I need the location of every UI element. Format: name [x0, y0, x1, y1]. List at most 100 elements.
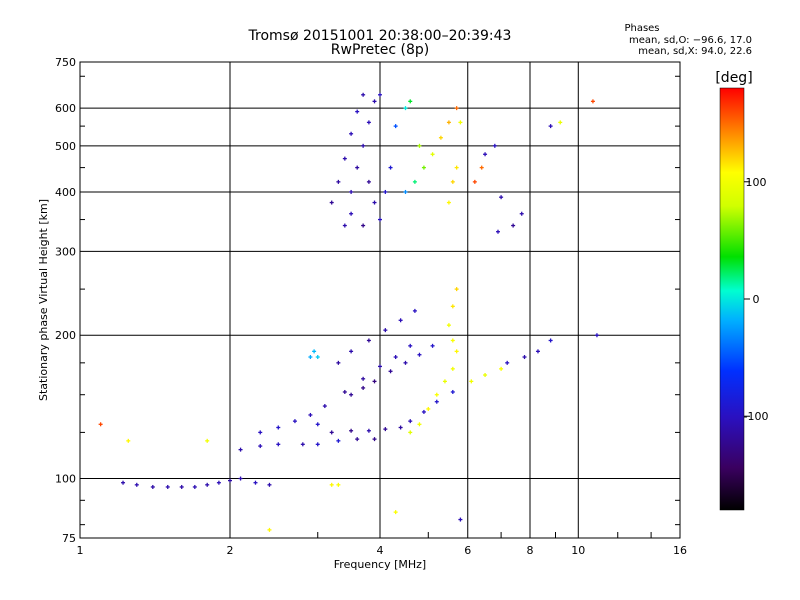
data-point: [267, 527, 272, 532]
data-point: [329, 430, 334, 435]
y-tick-label: 200: [55, 329, 76, 342]
y-tick-label: 300: [55, 245, 76, 258]
x-axis-label: Frequency [MHz]: [334, 558, 426, 571]
data-point: [205, 438, 210, 443]
data-point: [329, 482, 334, 487]
data-point: [408, 99, 413, 104]
data-point: [366, 338, 371, 343]
data-point: [519, 211, 524, 216]
y-tick-label: 750: [55, 56, 76, 69]
data-point: [378, 92, 382, 97]
data-point: [511, 223, 516, 228]
data-point: [450, 304, 455, 309]
y-tick-label: 75: [62, 532, 76, 545]
data-point: [126, 438, 131, 443]
data-point: [450, 338, 455, 343]
data-point: [548, 124, 553, 129]
stats-line-o: mean, sd,O: −96.6, 17.0: [629, 35, 752, 46]
data-point: [349, 349, 354, 354]
scatter-points: [98, 92, 599, 532]
data-point: [150, 484, 155, 489]
data-point: [558, 120, 563, 125]
data-point: [438, 135, 443, 140]
data-point: [454, 349, 459, 354]
colorbar: [719, 87, 745, 511]
data-point: [590, 99, 595, 104]
data-point: [349, 189, 354, 194]
data-point: [336, 482, 341, 487]
data-point: [366, 179, 371, 184]
data-point: [454, 106, 459, 111]
data-point: [366, 428, 371, 433]
data-point: [336, 179, 341, 184]
data-point: [505, 360, 510, 365]
data-point: [205, 482, 210, 487]
colorbar-label: [deg]: [715, 70, 752, 86]
data-point: [349, 131, 354, 136]
data-point: [408, 343, 413, 348]
data-point: [548, 338, 553, 343]
data-point: [403, 189, 408, 194]
data-point: [342, 156, 347, 161]
colorbar-tick-label: 100: [746, 176, 767, 189]
data-point: [450, 179, 455, 184]
data-point: [361, 385, 366, 390]
data-point: [458, 120, 463, 125]
plot-frame: [79, 61, 681, 539]
y-tick-label: 400: [55, 186, 76, 199]
data-point: [417, 352, 422, 357]
chart-title-line2: RwPretec (8p): [331, 42, 429, 58]
colorbar-tick-label: 0: [753, 293, 760, 306]
data-point: [495, 229, 500, 234]
data-point: [393, 510, 398, 515]
data-point: [315, 442, 320, 447]
data-point: [408, 419, 413, 424]
stats-heading: Phases: [624, 23, 659, 34]
data-point: [355, 109, 360, 114]
data-point: [383, 427, 388, 432]
data-point: [388, 369, 393, 374]
data-point: [179, 484, 184, 489]
data-point: [300, 442, 305, 447]
data-point: [366, 120, 371, 125]
y-tick-label: 100: [55, 473, 76, 486]
data-point: [421, 165, 426, 170]
data-point: [315, 355, 320, 360]
data-point: [308, 412, 313, 417]
data-point: [426, 406, 431, 411]
x-tick-label: 10: [571, 544, 585, 557]
data-point: [349, 428, 354, 433]
x-tick-label: 4: [377, 544, 384, 557]
data-point: [361, 143, 366, 148]
data-point: [434, 399, 439, 404]
data-point: [446, 200, 451, 205]
plot-grid: [80, 62, 680, 538]
data-point: [253, 480, 258, 485]
data-point: [312, 349, 317, 354]
x-tick-label: 6: [464, 544, 471, 557]
data-point: [349, 392, 354, 397]
x-tick-label: 1: [77, 544, 84, 557]
data-point: [454, 165, 459, 170]
x-tick-label: 16: [673, 544, 687, 557]
data-point: [258, 444, 263, 449]
data-point: [398, 318, 403, 323]
data-point: [216, 480, 221, 485]
data-point: [372, 379, 377, 384]
y-tick-label: 600: [55, 102, 76, 115]
y-axis: 75 100 200 300 400 500 600 750: [55, 56, 680, 545]
data-point: [430, 152, 435, 157]
data-point: [98, 422, 103, 427]
data-point: [408, 430, 413, 435]
data-point: [499, 195, 504, 200]
data-point: [430, 343, 435, 348]
data-point: [398, 425, 403, 430]
stats-line-x: mean, sd,X: 94.0, 22.6: [638, 46, 752, 57]
x-axis: 1 2 4 6 8 10 16: [77, 532, 687, 557]
data-point: [336, 438, 341, 443]
colorbar-tick-label: -100: [744, 410, 769, 423]
data-point: [499, 366, 504, 371]
y-axis-label: Stationary phase Virtual Height [km]: [37, 199, 50, 401]
data-point: [522, 355, 527, 360]
